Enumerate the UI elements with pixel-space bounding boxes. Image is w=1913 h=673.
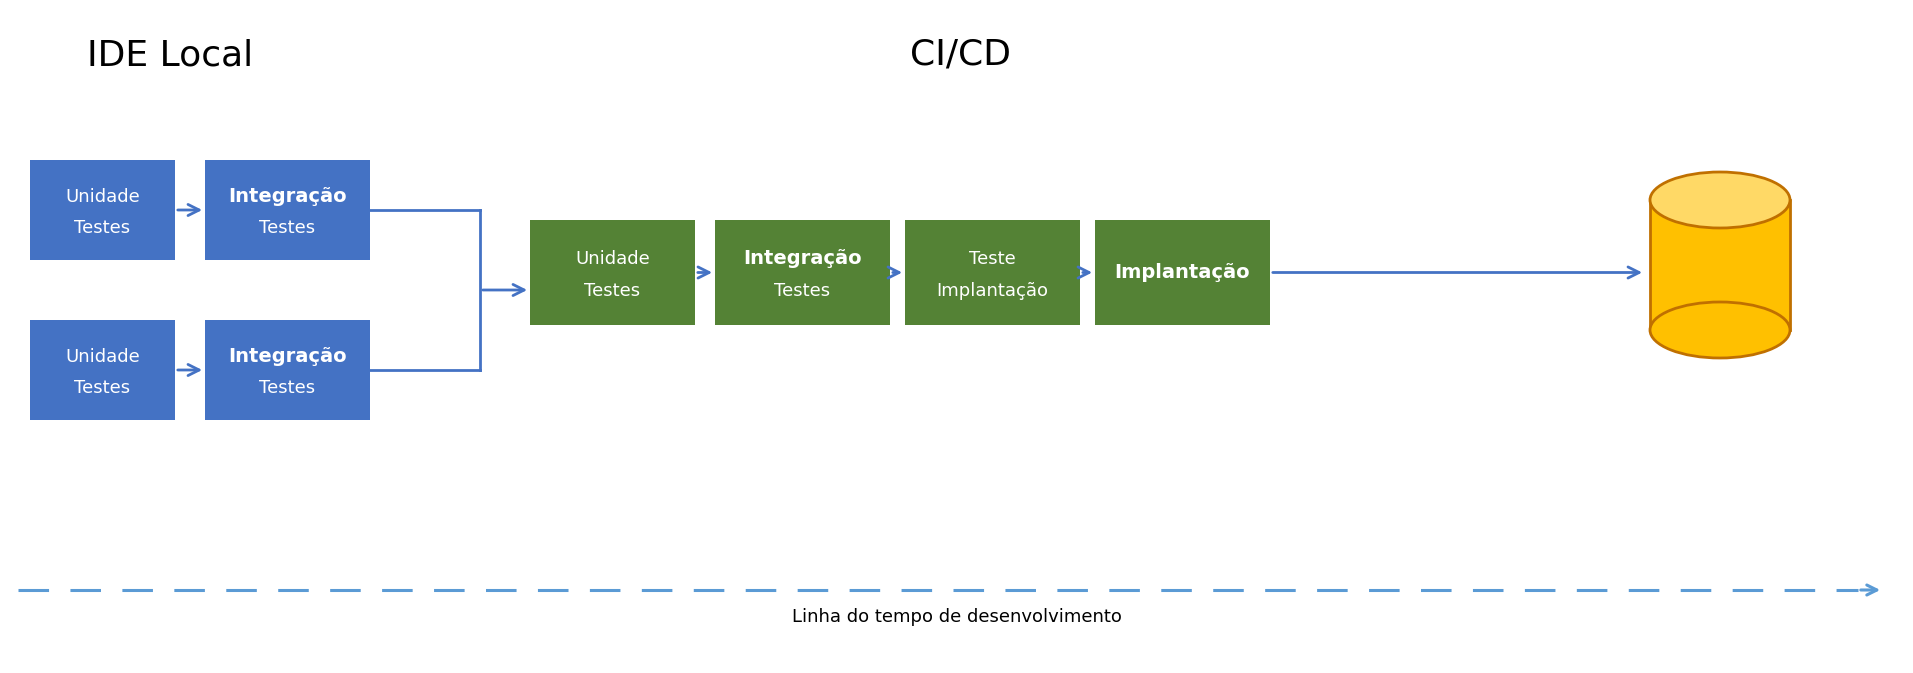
Text: Testes: Testes — [260, 379, 316, 397]
Text: Unidade: Unidade — [576, 250, 650, 268]
Bar — [31, 320, 174, 420]
Text: Testes: Testes — [585, 283, 641, 300]
Text: Unidade: Unidade — [65, 348, 140, 366]
Text: CI/CD: CI/CD — [909, 38, 1010, 72]
Text: Testes: Testes — [775, 283, 830, 300]
Text: Integração: Integração — [742, 250, 863, 269]
Bar — [205, 160, 369, 260]
Ellipse shape — [1651, 172, 1791, 228]
Text: Testes: Testes — [75, 219, 130, 237]
Bar — [530, 220, 694, 325]
Bar — [1651, 200, 1791, 330]
Text: Integração: Integração — [228, 347, 346, 367]
Text: Implantação: Implantação — [937, 283, 1048, 300]
Ellipse shape — [1651, 302, 1791, 358]
Bar — [31, 160, 174, 260]
Text: Testes: Testes — [75, 379, 130, 397]
Bar — [1094, 220, 1270, 325]
Text: Teste: Teste — [970, 250, 1016, 268]
Text: Linha do tempo de desenvolvimento: Linha do tempo de desenvolvimento — [792, 608, 1121, 626]
Bar — [205, 320, 369, 420]
Text: Implantação: Implantação — [1115, 263, 1251, 282]
Bar — [715, 220, 890, 325]
Text: Testes: Testes — [260, 219, 316, 237]
Text: Unidade: Unidade — [65, 188, 140, 206]
Bar — [905, 220, 1081, 325]
Text: IDE Local: IDE Local — [86, 38, 253, 72]
Text: Integração: Integração — [228, 188, 346, 207]
